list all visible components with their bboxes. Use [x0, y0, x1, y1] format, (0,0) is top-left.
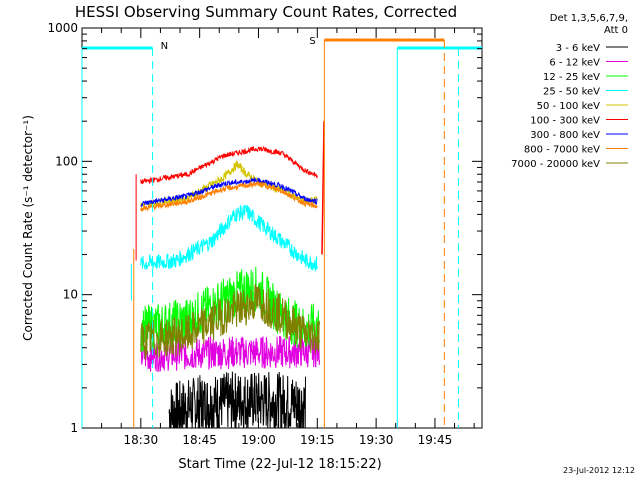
legend-entry-label: 300 - 800 keV — [530, 130, 600, 141]
legend-title: Det 1,3,5,6,7,9, — [550, 13, 628, 24]
plot-area-frame — [81, 27, 483, 429]
y-tick-label: 1 — [70, 421, 78, 435]
x-tick-label: 19:00 — [241, 433, 276, 447]
s-label: S — [309, 36, 315, 47]
n-label: N — [161, 41, 168, 52]
legend-entry-label: 800 - 7000 keV — [524, 145, 600, 156]
legend-entry-label: 50 - 100 keV — [537, 101, 601, 112]
series-spike — [321, 121, 325, 255]
x-tick-label: 18:30 — [124, 433, 159, 447]
x-tick-label: 19:45 — [418, 433, 453, 447]
y-tick-label: 10 — [63, 288, 78, 302]
x-tick-label: 19:15 — [300, 433, 335, 447]
y-tick-label: 1000 — [47, 21, 78, 35]
series-line — [140, 181, 318, 212]
series-line — [140, 176, 318, 208]
legend: Det 1,3,5,6,7,9,Att 0 3 - 6 keV 6 - 12 keV… — [511, 13, 628, 170]
legend-entry-label: 100 - 300 keV — [530, 116, 600, 127]
series-line — [140, 204, 318, 272]
chart-title: HESSI Observing Summary Count Rates, Cor… — [75, 3, 457, 21]
y-axis-label: Corrected Count Rate (s⁻¹ detector⁻¹) — [21, 115, 35, 341]
legend-entry-label: 7000 - 20000 keV — [511, 159, 600, 170]
x-tick-label: 18:45 — [182, 433, 217, 447]
legend-entry-label: 25 - 50 keV — [543, 87, 600, 98]
legend-entry-label: 6 - 12 keV — [549, 58, 600, 69]
series-line — [140, 283, 321, 360]
x-axis-label: Start Time (22-Jul-12 18:15:22) — [178, 457, 381, 472]
series-line — [140, 145, 318, 185]
legend-entry-label: 3 - 6 keV — [556, 43, 600, 54]
axes: 1 10 100 1000 18:30 18:45 19:00 19:15 19:30 19:45 — [47, 21, 482, 447]
legend-title: Att 0 — [604, 25, 628, 36]
plot-lines — [130, 121, 325, 428]
x-tick-label: 19:30 — [359, 433, 394, 447]
y-tick-label: 100 — [55, 154, 78, 168]
footer-date: 23-Jul-2012 12:12 — [563, 466, 635, 475]
series-line — [168, 371, 306, 428]
legend-entry-label: 12 - 25 keV — [543, 72, 600, 83]
